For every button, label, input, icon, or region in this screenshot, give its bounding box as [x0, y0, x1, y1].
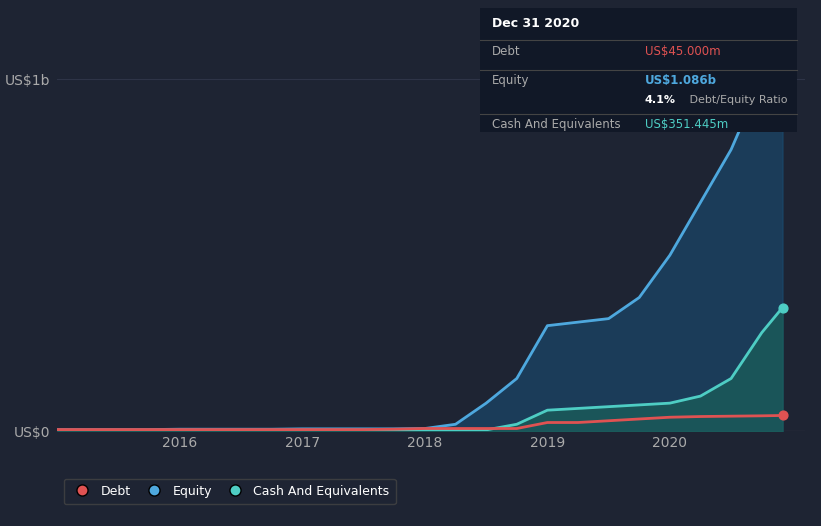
- Legend: Debt, Equity, Cash And Equivalents: Debt, Equity, Cash And Equivalents: [64, 479, 396, 504]
- Text: Equity: Equity: [493, 74, 530, 87]
- Text: Cash And Equivalents: Cash And Equivalents: [493, 118, 621, 131]
- Text: US$351.445m: US$351.445m: [644, 118, 728, 131]
- Text: 4.1%: 4.1%: [644, 95, 676, 105]
- Text: US$45.000m: US$45.000m: [644, 45, 720, 58]
- Text: Debt/Equity Ratio: Debt/Equity Ratio: [686, 95, 787, 105]
- Point: [776, 411, 789, 420]
- Point: [776, 45, 789, 53]
- Text: US$1.086b: US$1.086b: [644, 74, 717, 87]
- Point: [776, 304, 789, 312]
- Text: Debt: Debt: [493, 45, 521, 58]
- Text: Dec 31 2020: Dec 31 2020: [493, 17, 580, 30]
